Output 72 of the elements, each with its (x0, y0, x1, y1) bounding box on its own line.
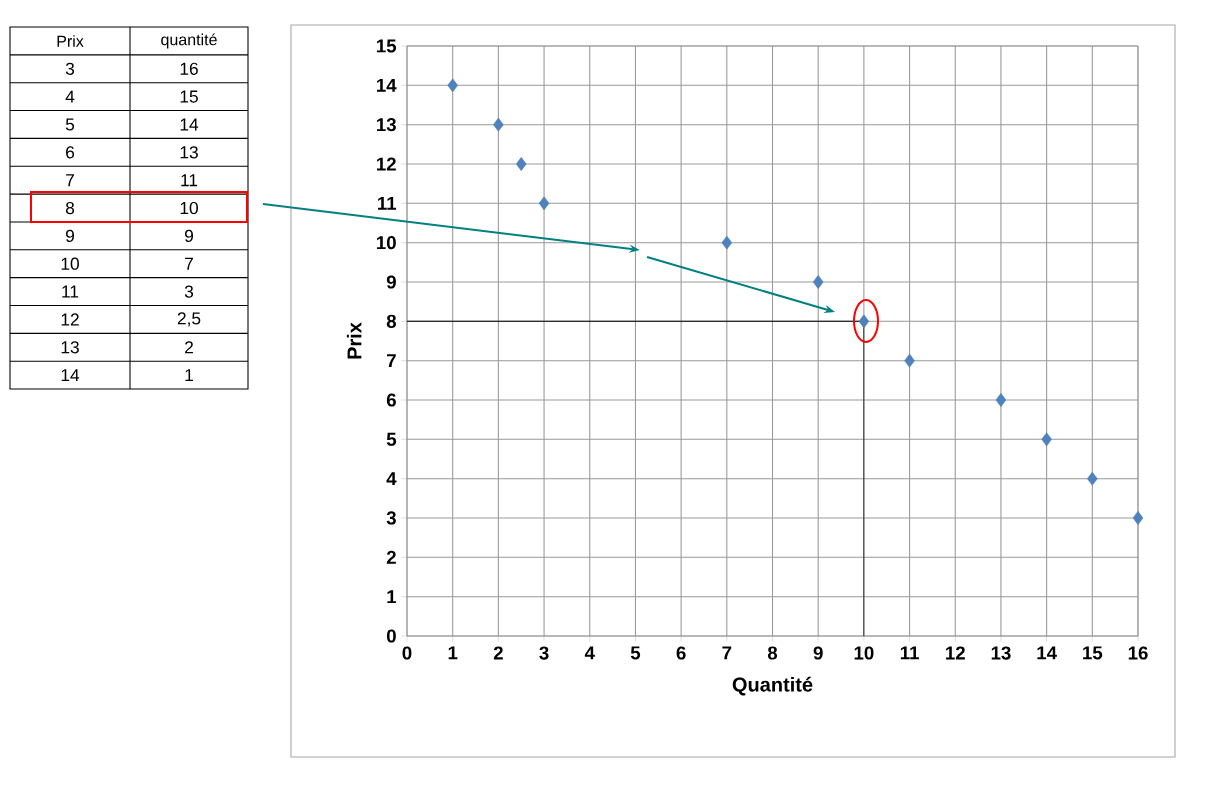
text: 2,5 (177, 312, 201, 327)
y-axis-title: Prix (346, 322, 362, 359)
text: 2 (185, 341, 193, 354)
x-tick-label: 14 (1037, 646, 1057, 660)
x-tick-label: 10 (854, 646, 874, 660)
x-tick-label: 15 (1083, 646, 1103, 660)
y-tick-label: 13 (377, 118, 396, 132)
text: 3 (65, 62, 75, 75)
x-tick-label: 7 (722, 646, 732, 660)
x-tick-label: 11 (900, 646, 919, 660)
x-tick-label: 1 (448, 646, 458, 660)
text: 15 (180, 90, 198, 103)
y-tick-label: 1 (387, 590, 397, 604)
x-tick-label: 6 (676, 646, 686, 660)
y-tick-label: 0 (386, 629, 396, 643)
point (812, 275, 824, 289)
text: 14 (180, 118, 199, 131)
point (721, 235, 733, 250)
y-tick-label: 4 (386, 472, 397, 486)
text: 5 (65, 118, 75, 131)
text: 7 (185, 257, 193, 270)
text: 1 (185, 369, 193, 382)
text: 9 (66, 229, 75, 243)
text: 11 (62, 285, 79, 298)
text: Prix (57, 35, 84, 47)
y-tick-label: 14 (377, 78, 397, 92)
text: 10 (180, 201, 198, 215)
text: 11 (181, 174, 198, 187)
text: 14 (61, 369, 80, 382)
point (904, 353, 915, 368)
x-tick-label: 3 (539, 646, 549, 660)
x-tick-label: 9 (813, 646, 823, 660)
x-tick-label: 5 (630, 646, 641, 660)
y-tick-label: 7 (387, 354, 396, 368)
point (493, 117, 504, 132)
x-tick-label: 8 (767, 646, 778, 660)
y-tick-label: 11 (378, 196, 397, 210)
text: 3 (184, 285, 194, 298)
x-tick-label: 2 (493, 646, 503, 660)
point (1132, 511, 1144, 525)
x-tick-label: 16 (1128, 646, 1148, 660)
y-tick-label: 6 (386, 393, 396, 407)
y-tick-label: 10 (377, 236, 396, 250)
y-tick-label: 15 (377, 39, 397, 53)
text: 16 (180, 62, 198, 75)
point (538, 196, 550, 211)
text: 10 (61, 257, 79, 270)
text: 13 (61, 341, 79, 354)
point (1041, 432, 1052, 447)
point (1087, 471, 1098, 486)
y-tick-label: 9 (386, 275, 396, 289)
text: 4 (65, 90, 75, 103)
y-tick-label: 5 (386, 432, 397, 446)
text: 8 (65, 201, 75, 215)
y-tick-label: 2 (386, 550, 396, 564)
y-tick-label: 8 (386, 314, 397, 328)
x-tick-label: 13 (991, 646, 1011, 660)
point (995, 393, 1007, 407)
x-axis-title: Quantité (732, 676, 813, 696)
point (447, 78, 458, 93)
y-tick-label: 3 (386, 511, 396, 525)
y-tick-label: 12 (377, 157, 396, 171)
text: 9 (185, 229, 194, 243)
point (515, 157, 527, 171)
x-tick-label: 4 (584, 646, 595, 660)
text: 13 (180, 146, 198, 159)
x-tick-label: 0 (402, 646, 412, 660)
x-tick-label: 12 (946, 646, 965, 660)
text: 12 (61, 313, 79, 326)
text: 7 (66, 174, 74, 187)
text: quantité (161, 33, 217, 49)
text: 6 (66, 146, 75, 159)
